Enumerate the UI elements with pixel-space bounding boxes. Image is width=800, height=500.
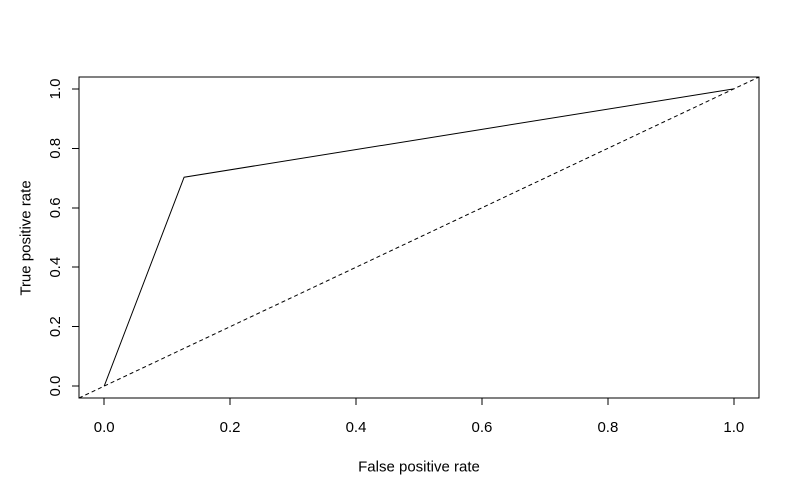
x-axis-title: False positive rate bbox=[358, 458, 480, 476]
x-axis-tick-label: 0.8 bbox=[597, 419, 618, 436]
y-axis-tick-label: 0.2 bbox=[47, 316, 64, 337]
y-axis-tick-label: 0.4 bbox=[47, 257, 64, 278]
y-axis-tick-label: 0.8 bbox=[47, 138, 64, 159]
roc-curve-line bbox=[103, 88, 734, 387]
y-axis-tick-label: 1.0 bbox=[47, 78, 64, 99]
x-axis-tick-label: 0.6 bbox=[472, 419, 493, 436]
plot-box bbox=[78, 76, 760, 399]
x-axis-tick-label: 0.2 bbox=[220, 419, 241, 436]
y-axis-tick-label: 0.0 bbox=[47, 376, 64, 397]
x-axis-tick-label: 0.4 bbox=[346, 419, 367, 436]
y-axis-title: True positive rate bbox=[17, 180, 35, 296]
chance-diagonal-line bbox=[78, 76, 760, 399]
x-axis-tick-label: 0.0 bbox=[94, 419, 115, 436]
y-axis-tick-label: 0.6 bbox=[47, 197, 64, 218]
x-axis-tick-label: 1.0 bbox=[723, 419, 744, 436]
